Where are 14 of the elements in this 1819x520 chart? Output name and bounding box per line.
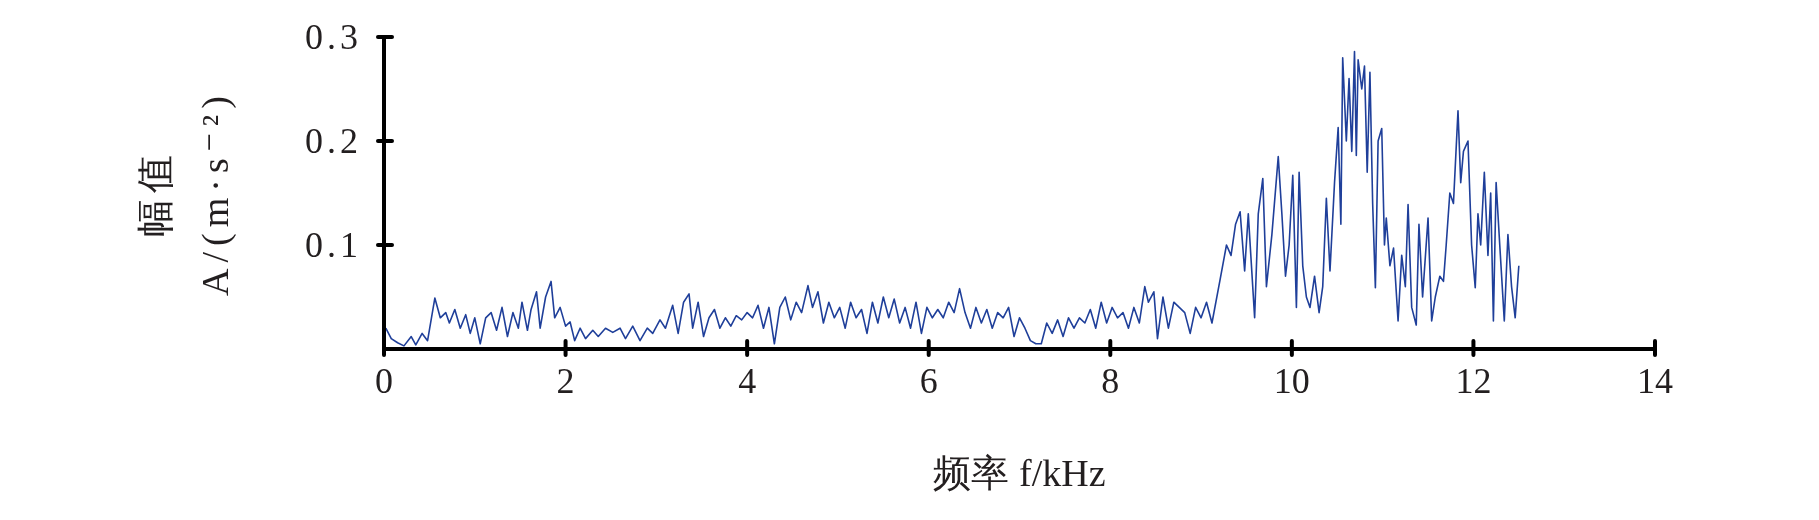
y-tick-label: 0.3 bbox=[305, 17, 362, 57]
x-tick-label: 14 bbox=[1637, 361, 1673, 401]
x-tick-label: 10 bbox=[1273, 361, 1310, 401]
x-tick-label: 2 bbox=[556, 361, 575, 401]
y-tick-label: 0.2 bbox=[305, 121, 362, 161]
x-tick-label: 6 bbox=[919, 361, 938, 401]
x-tick-label: 8 bbox=[1101, 361, 1120, 401]
line-series bbox=[385, 50, 1520, 347]
x-tick-label: 12 bbox=[1455, 361, 1492, 401]
x-tick-label: 4 bbox=[738, 361, 757, 401]
x-tick-label: 0 bbox=[375, 361, 393, 401]
y-axis-title: 幅值 A/(m·s⁻²) bbox=[134, 90, 237, 296]
y-tick-label: 0.1 bbox=[305, 225, 362, 265]
x-axis-title: 频率 f/kHz bbox=[933, 452, 1106, 494]
